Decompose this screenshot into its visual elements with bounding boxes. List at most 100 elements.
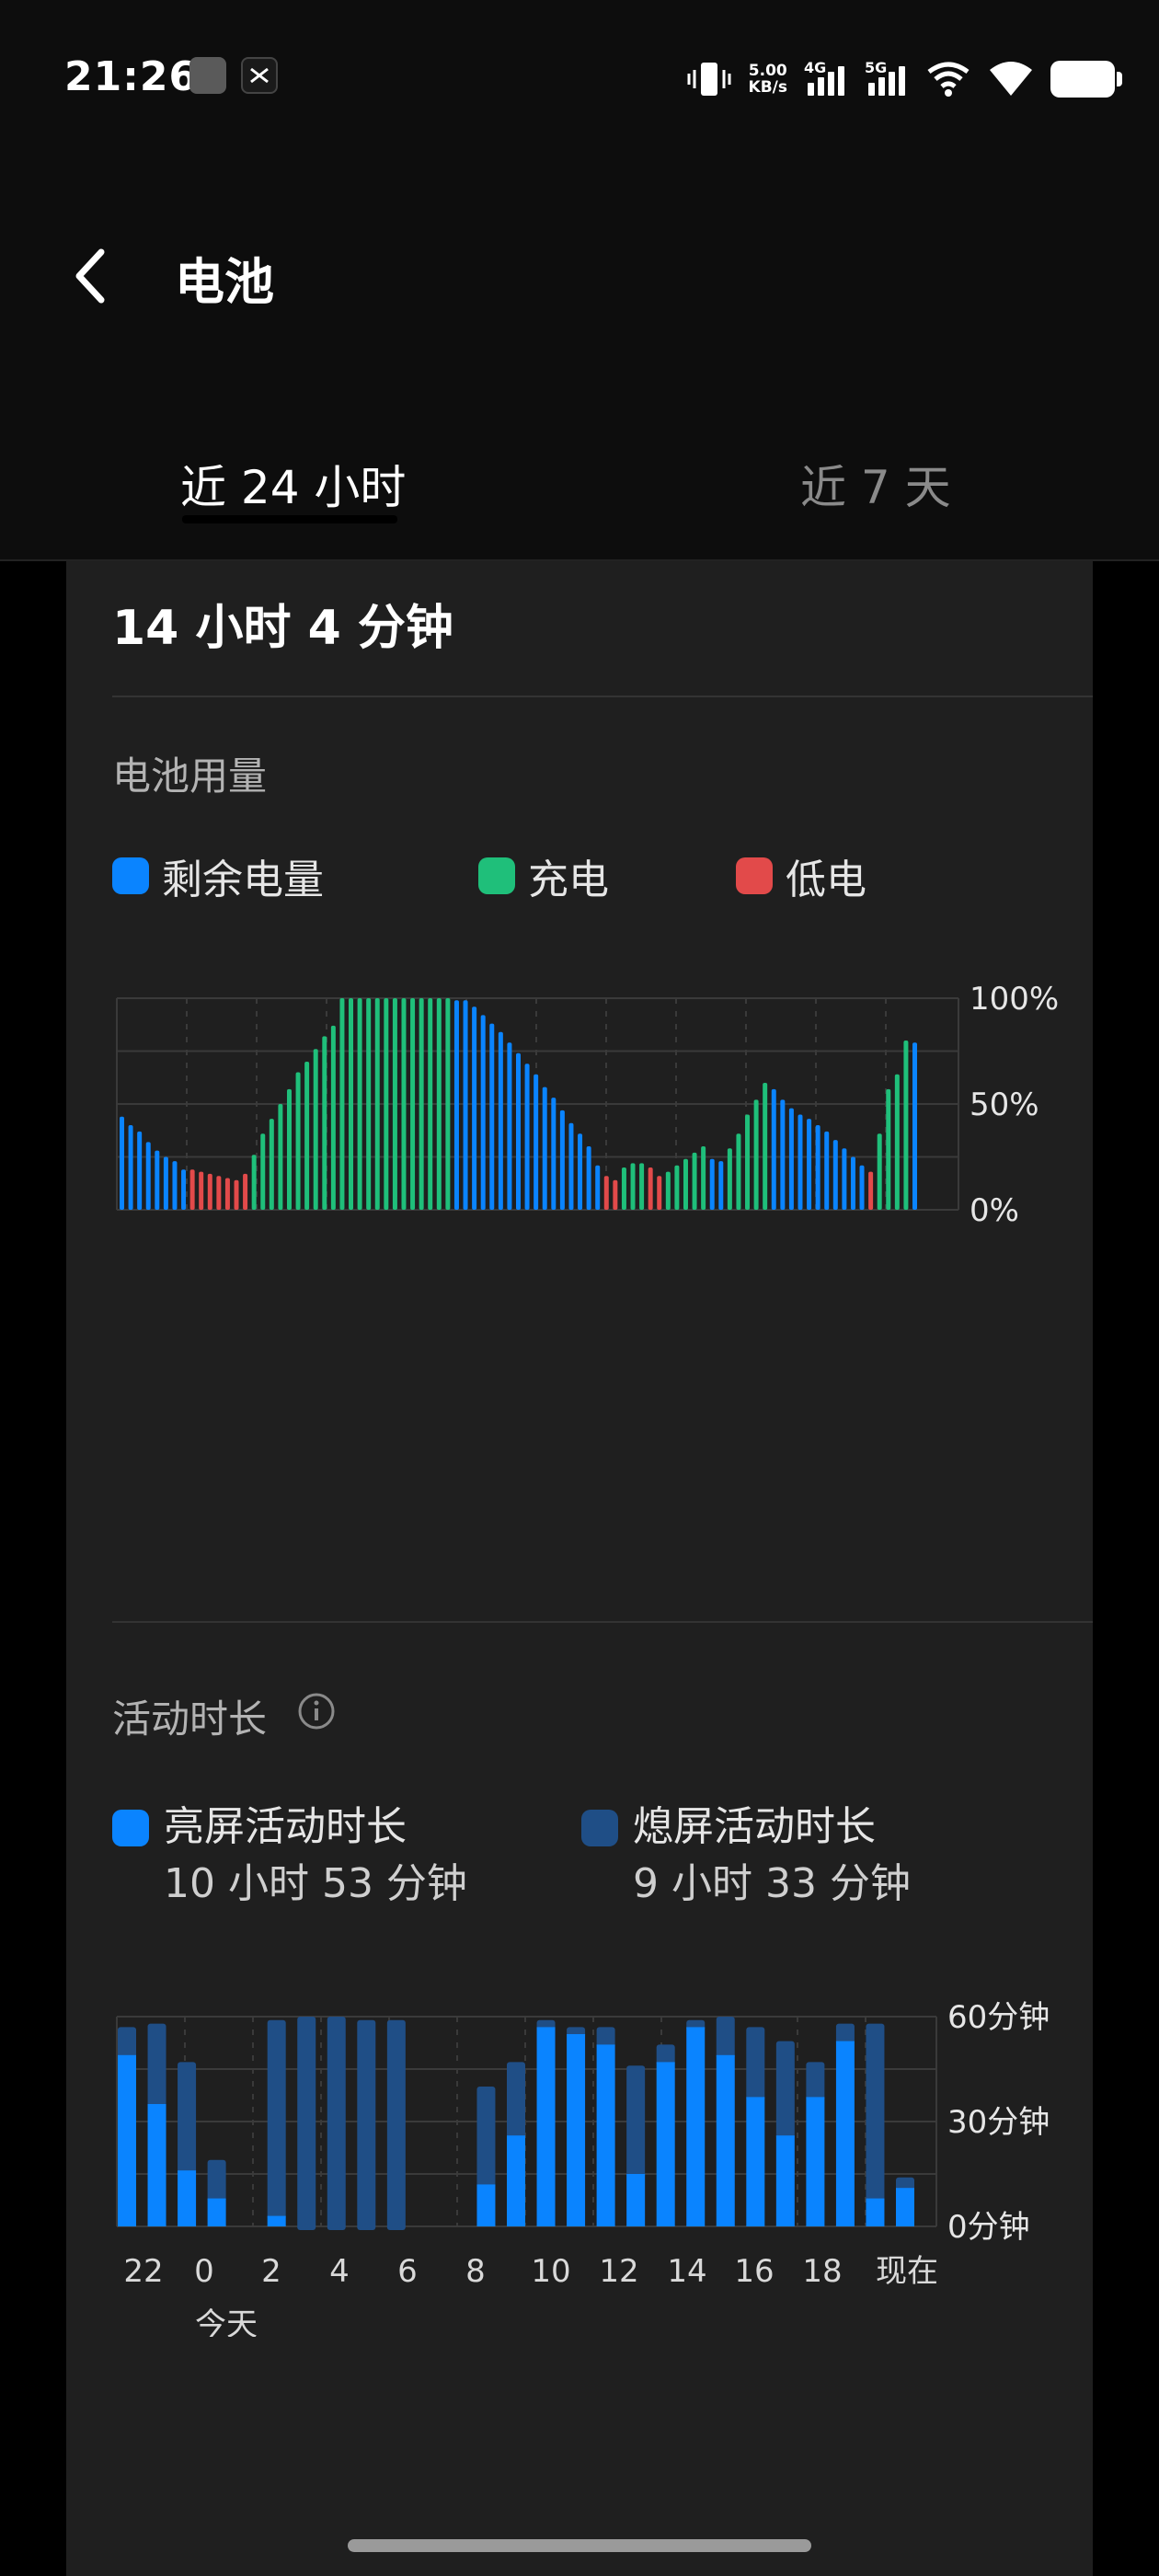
battery-bar xyxy=(595,1165,601,1210)
battery-bar xyxy=(551,1098,557,1210)
battery-bar xyxy=(428,998,433,1210)
battery-bar xyxy=(868,1171,874,1210)
battery-bar xyxy=(683,1158,688,1210)
battery-bar xyxy=(736,1133,741,1210)
activity-bar-screen-off xyxy=(806,2062,825,2101)
activity-bar-screen-on xyxy=(507,2135,525,2226)
activity-bar-screen-on xyxy=(596,2044,615,2226)
battery-bar xyxy=(172,1161,178,1210)
activity-bar-screen-off xyxy=(178,2062,197,2175)
battery-bar xyxy=(234,1179,239,1210)
activity-bar-screen-off xyxy=(327,2017,346,2230)
status-bar: 21:26 5.00 KB/s 4G 5G xyxy=(0,0,1159,156)
activity-bar-screen-on xyxy=(178,2170,197,2226)
info-icon[interactable] xyxy=(296,1691,337,1731)
legend-low: 低电 xyxy=(736,846,866,905)
screen-off-value: 9 小时 33 分钟 xyxy=(633,1860,911,1907)
battery-bar xyxy=(498,1031,503,1210)
battery-bar xyxy=(798,1114,803,1210)
battery-bar xyxy=(568,1122,574,1210)
y-tick-label: 30分钟 xyxy=(947,2104,1050,2141)
legend-low-label: 低电 xyxy=(786,857,866,903)
battery-bar xyxy=(339,998,345,1210)
y-tick-label: 60分钟 xyxy=(947,1999,1050,2036)
battery-bar xyxy=(877,1133,882,1210)
activity-bar-screen-on xyxy=(207,2198,226,2226)
battery-bar xyxy=(586,1146,591,1210)
usage-summary: 14 小时 4 分钟 xyxy=(112,601,453,656)
battery-card: 14 小时 4 分钟 电池用量 剩余电量 充电 低电 100% 50% 0% 22 0 2… xyxy=(66,561,1093,2576)
tab-7-days[interactable]: 近 7 天 xyxy=(800,461,951,514)
battery-bar xyxy=(842,1148,847,1210)
battery-bar xyxy=(648,1167,653,1210)
activity-bar-screen-off xyxy=(716,2017,735,2059)
battery-bar xyxy=(163,1156,168,1210)
battery-bar xyxy=(472,1006,477,1210)
wifi-icon xyxy=(990,62,1032,96)
battery-bar xyxy=(410,998,416,1210)
x-tick-label: 2 xyxy=(261,2253,281,2290)
legend-screen-on-swatch xyxy=(112,1810,149,1846)
y-tick-label: 50% xyxy=(970,1087,1039,1123)
activity-bar-screen-on xyxy=(536,2027,556,2226)
vibrate-icon xyxy=(687,63,731,96)
battery-bar xyxy=(155,1150,160,1210)
battery-bar xyxy=(559,1110,565,1210)
battery-bar xyxy=(489,1023,495,1210)
battery-bar xyxy=(463,1000,468,1210)
battery-bar xyxy=(534,1074,539,1210)
activity-bar-screen-off xyxy=(746,2027,765,2101)
battery-bar xyxy=(578,1133,583,1210)
activity-bar-screen-on xyxy=(835,2041,855,2226)
battery-bar xyxy=(894,1074,900,1210)
battery-bar xyxy=(384,998,389,1210)
activity-bar-screen-on xyxy=(866,2198,885,2226)
activity-bar-screen-off xyxy=(656,2044,675,2066)
battery-bar xyxy=(639,1163,645,1210)
home-indicator xyxy=(348,2539,811,2552)
activity-bar-screen-on xyxy=(567,2034,586,2226)
battery-bar xyxy=(349,998,354,1210)
activity-bar-screen-off xyxy=(476,2087,496,2189)
signal-5g-label: 5G xyxy=(865,59,888,76)
battery-bar xyxy=(322,1036,327,1210)
battery-bar xyxy=(137,1131,143,1210)
battery-bar xyxy=(330,1025,336,1210)
back-button[interactable] xyxy=(64,239,120,313)
battery-bar xyxy=(753,1099,759,1210)
activity-title: 活动时长 xyxy=(112,1696,268,1742)
signal-4g-icon: 4G xyxy=(804,59,848,99)
battery-bar xyxy=(128,1125,133,1210)
battery-bar xyxy=(120,1116,124,1210)
battery-bar xyxy=(516,1052,521,1210)
battery-bar xyxy=(727,1148,732,1210)
battery-bar xyxy=(701,1146,706,1210)
net-speed-unit: KB/s xyxy=(748,78,787,97)
activity-bar-screen-off xyxy=(596,2027,615,2049)
legend-screen-off-swatch xyxy=(581,1810,618,1846)
battery-bar xyxy=(692,1152,697,1210)
battery-bar xyxy=(788,1108,794,1210)
battery-bar xyxy=(709,1158,715,1210)
battery-bar xyxy=(181,1169,187,1210)
battery-bar xyxy=(260,1133,266,1210)
activity-bar-screen-off xyxy=(357,2019,376,2230)
battery-usage-title: 电池用量 xyxy=(112,753,268,799)
battery-bar xyxy=(621,1167,626,1210)
tab-24-hours[interactable]: 近 24 小时 xyxy=(180,461,407,514)
activity-bar-screen-off xyxy=(775,2041,795,2140)
battery-bar xyxy=(630,1163,636,1210)
signal-5g-icon: 5G xyxy=(865,59,909,99)
battery-bar xyxy=(304,1062,310,1210)
y-tick-label: 100% xyxy=(970,981,1059,1018)
x-tick-label: 6 xyxy=(397,2253,418,2290)
battery-bar xyxy=(313,1049,318,1210)
x-tick-label: 22 xyxy=(123,2253,163,2290)
battery-bar xyxy=(295,1072,301,1210)
legend-charging-label: 充电 xyxy=(528,857,609,903)
tab-active-indicator xyxy=(182,515,397,523)
screen-off-label: 熄屏活动时长 xyxy=(633,1803,876,1850)
battery-bar xyxy=(392,998,397,1210)
